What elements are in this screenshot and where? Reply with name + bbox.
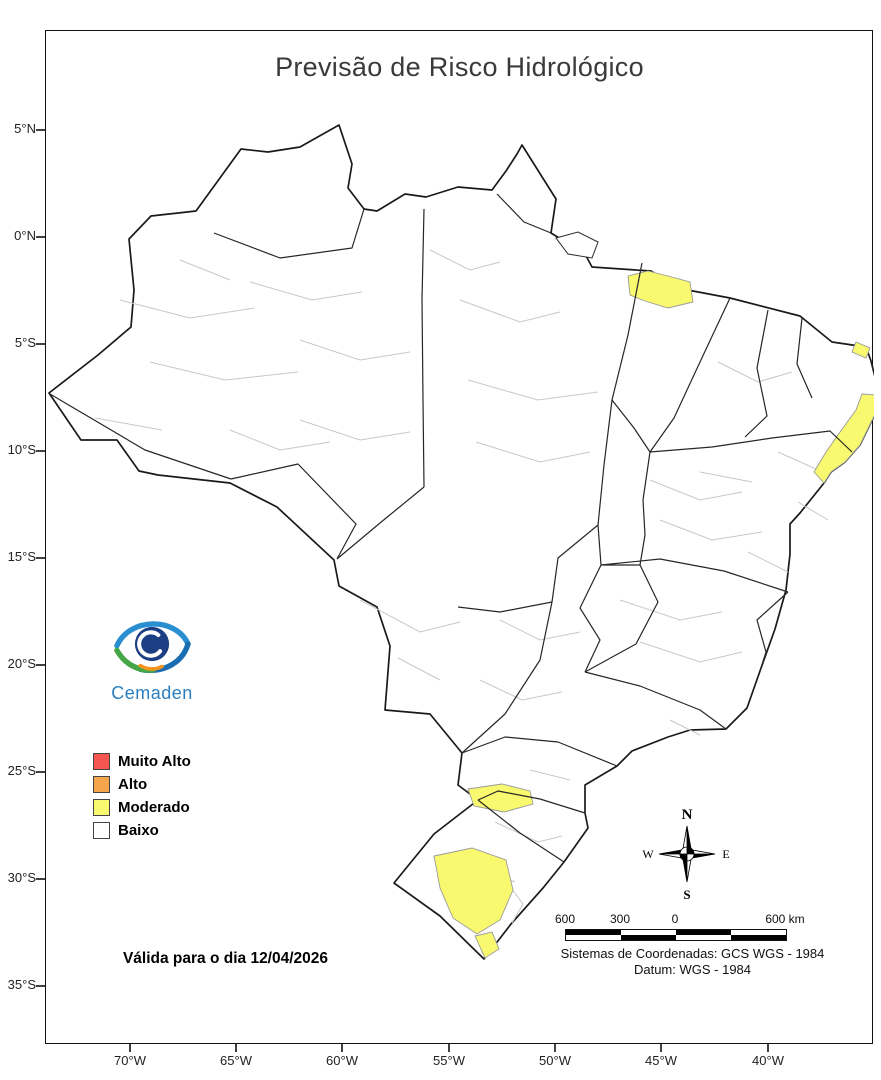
brazil-risk-map [48, 124, 874, 960]
legend-item-alto: Alto [93, 775, 191, 793]
legend-label: Muito Alto [118, 752, 191, 770]
lat-label: 25°S [7, 763, 36, 778]
legend-swatch-muito-alto [93, 752, 110, 770]
coordinate-system-line: Sistemas de Coordenadas: GCS WGS - 1984 [560, 946, 825, 961]
scale-number: 300 [609, 912, 631, 926]
compass-w-label: W [642, 847, 654, 861]
cemaden-logo: Cemaden [92, 608, 212, 704]
lon-label: 50°W [539, 1053, 571, 1068]
lon-label: 40°W [752, 1053, 784, 1068]
legend-item-moderado: Moderado [93, 798, 191, 816]
risk-region-moderado-south-tip [474, 931, 500, 959]
risk-region-moderado-northeast-small [851, 341, 871, 359]
page-title: Previsão de Risco Hidrológico [275, 52, 644, 82]
lat-label: 0°N [14, 228, 36, 243]
lat-label: 5°N [14, 121, 36, 136]
compass-s-label: S [683, 887, 690, 902]
lat-label: 15°S [7, 549, 36, 564]
lon-label: 65°W [220, 1053, 252, 1068]
legend-swatch-moderado [93, 798, 110, 816]
lat-label: 20°S [7, 656, 36, 671]
compass-rose: N S E W [642, 807, 729, 902]
scale-number: 600 [554, 912, 576, 926]
legend-swatch-baixo [93, 821, 110, 839]
brazil-country-border [48, 124, 874, 960]
datum-line: Datum: WGS - 1984 [633, 962, 752, 977]
compass-e-label: E [722, 847, 729, 861]
risk-regions-moderado [433, 270, 874, 959]
legend-item-muito-alto: Muito Alto [93, 752, 191, 770]
legend-label: Moderado [118, 798, 190, 816]
lon-label: 60°W [326, 1053, 358, 1068]
legend-swatch-alto [93, 775, 110, 793]
legend-label: Alto [118, 775, 148, 793]
legend-label: Baixo [118, 821, 159, 839]
lon-label: 45°W [645, 1053, 677, 1068]
legend-item-baixo: Baixo [93, 821, 191, 839]
lon-label: 70°W [114, 1053, 146, 1068]
risk-region-moderado-south-rs [433, 847, 514, 935]
validity-date: Válida para o dia 12/04/2026 [122, 950, 329, 967]
subregion-boundaries [94, 249, 843, 924]
scale-number: 0 [671, 912, 679, 926]
risk-legend: Muito Alto Alto Moderado Baixo [93, 752, 191, 844]
risk-region-moderado-east-coast [813, 393, 874, 484]
cemaden-logo-text: Cemaden [111, 683, 193, 703]
lat-label: 35°S [7, 977, 36, 992]
scale-bar-graphic [565, 929, 787, 941]
lon-label: 55°W [433, 1053, 465, 1068]
state-boundaries [49, 193, 853, 863]
scale-number: 600 km [765, 912, 805, 926]
marajo-island [555, 231, 599, 259]
lat-label: 10°S [7, 442, 36, 457]
compass-n-label: N [682, 807, 693, 823]
coordinate-system-note: Sistemas de Coordenadas: GCS WGS - 1984 … [520, 946, 865, 978]
lat-label: 5°S [14, 335, 36, 350]
cemaden-eye-icon [114, 621, 191, 674]
lat-label: 30°S [7, 870, 36, 885]
